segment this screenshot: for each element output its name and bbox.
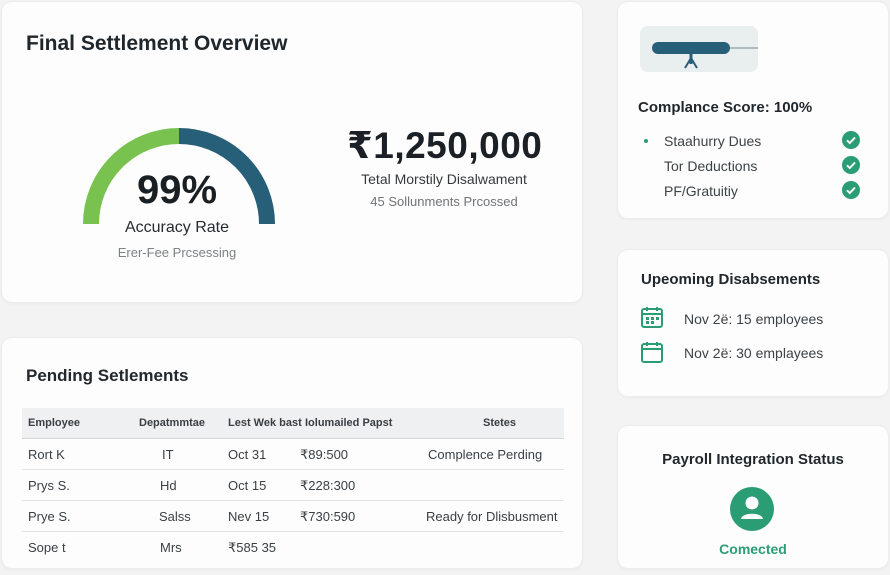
- calendar-icon: [641, 307, 663, 328]
- check-circle-icon: [842, 156, 860, 174]
- cell-employee: Sope t: [28, 540, 66, 555]
- bullet-icon: [644, 139, 648, 143]
- cell-employee: Rort K: [28, 447, 65, 462]
- upcoming-title: Upeoming Disabsements: [641, 271, 821, 288]
- disbursement-item: Nov 2ë: 30 emplayees: [684, 345, 824, 361]
- accuracy-sublabel: Erer-Fee Prcsessing: [117, 245, 237, 260]
- cell-date: ₹585 35: [228, 540, 277, 555]
- accuracy-label: Accuracy Rate: [124, 219, 230, 236]
- upcoming-disbursements-card: Upeoming Disabsements Nov 2ë: 15 employe…: [618, 250, 888, 396]
- column-header-department[interactable]: Depatmmtae: [139, 417, 206, 429]
- payroll-integration-card: Payroll Integration Status Comected: [618, 426, 888, 568]
- cell-date: Oct 15: [228, 478, 267, 493]
- gauge-arc-green: [83, 128, 180, 225]
- cell-status: Ready for Dlisbusment: [426, 509, 558, 524]
- check-circle-icon: [842, 181, 860, 199]
- payroll-title: Payroll Integration Status: [662, 451, 844, 468]
- settlement-overview-card: Final Settlement Overview 99% Accuracy R…: [2, 2, 582, 302]
- compliance-item: Tor Deductions: [664, 158, 758, 174]
- total-amount: ₹1,250,000: [347, 125, 543, 166]
- table-header: Employee Depatmmtae Lest Wek bast Ioluma…: [22, 408, 564, 439]
- user-avatar-icon: [730, 487, 774, 531]
- column-header-employee[interactable]: Employee: [28, 417, 80, 429]
- table-row[interactable]: Prye S. Salss Nev 15 ₹730:590 Ready for …: [22, 501, 564, 532]
- pending-title: Pending Setlements: [26, 366, 189, 385]
- gauge-arc-blue: [178, 128, 275, 225]
- cell-status: Complence Perding: [428, 447, 543, 462]
- table-row[interactable]: Rort K IT Oct 31 ₹89:500 Complence Perdi…: [22, 439, 564, 470]
- column-header-amount[interactable]: Iolumailed Papst: [305, 417, 393, 429]
- cell-date: Oct 31: [228, 447, 267, 462]
- cell-employee: Prye S.: [28, 509, 71, 524]
- meeting-banner-icon: [640, 26, 758, 72]
- accuracy-gauge: [83, 128, 275, 225]
- accuracy-percent: 99%: [136, 168, 218, 212]
- calendar-icon: [641, 342, 663, 363]
- cell-department: Hd: [160, 478, 177, 493]
- compliance-score-title: Complance Score: 100%: [638, 99, 813, 116]
- cell-date: Nev 15: [228, 509, 270, 524]
- cell-employee: Prys S.: [28, 478, 70, 493]
- connection-status: Comected: [719, 541, 787, 557]
- disbursement-item: Nov 2ë: 15 employees: [684, 311, 824, 327]
- cell-amount: ₹730:590: [300, 509, 356, 524]
- column-header-status[interactable]: Stetes: [483, 417, 517, 429]
- cell-department: IT: [162, 447, 174, 462]
- settlements-processed: 45 Sollunments Prcossed: [370, 194, 518, 209]
- column-header-date[interactable]: Lest Wek bast: [228, 417, 302, 429]
- compliance-item: PF/Gratuitiy: [664, 183, 738, 199]
- overview-title: Final Settlement Overview: [26, 32, 288, 55]
- cell-department: Salss: [159, 509, 191, 524]
- cell-amount: ₹228:300: [300, 478, 356, 493]
- compliance-item: Staahurry Dues: [664, 133, 762, 149]
- compliance-card: Complance Score: 100% Staahurry Dues Tor…: [618, 2, 888, 218]
- table-row[interactable]: Prys S. Hd Oct 15 ₹228:300: [22, 470, 564, 501]
- table-row[interactable]: Sope t Mrs ₹585 35: [22, 532, 564, 562]
- pending-settlements-card: Pending Setlements Employee Depatmmtae L…: [2, 338, 582, 568]
- cell-amount: ₹89:500: [300, 447, 349, 462]
- cell-department: Mrs: [160, 540, 182, 555]
- total-amount-label: Tetal Morstily Disalwament: [361, 171, 527, 187]
- check-circle-icon: [842, 131, 860, 149]
